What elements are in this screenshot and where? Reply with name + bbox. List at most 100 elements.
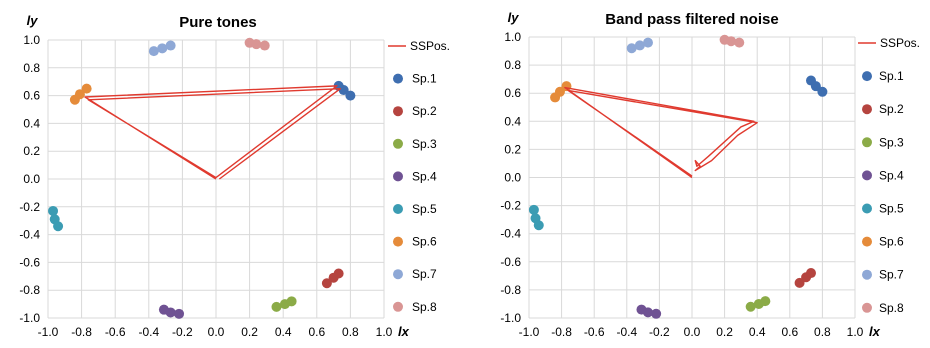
y-tick-label: 1.0 [23, 33, 40, 47]
y-tick-label: -0.8 [19, 283, 40, 297]
legend-label: Sp.5 [412, 202, 437, 216]
legend-label: Sp.3 [412, 137, 437, 151]
data-point [321, 278, 332, 289]
y-tick-label: -0.4 [19, 228, 40, 242]
y-tick-label: 0.8 [504, 58, 521, 72]
x-tick-label: -0.6 [584, 325, 605, 339]
data-point [165, 307, 176, 318]
x-tick-label: 0.0 [684, 325, 701, 339]
legend-label: Sp.3 [879, 135, 904, 149]
data-point [74, 89, 85, 100]
data-point [81, 83, 92, 94]
data-point [760, 296, 771, 307]
legend: SSPos. Sp.1 Sp.2 Sp.3 Sp.4 Sp.5 Sp.6 Sp.7 Sp.8 [858, 36, 920, 315]
data-point [345, 90, 356, 101]
x-tick-label: 0.4 [749, 325, 766, 339]
y-tick-label: 0.2 [23, 144, 40, 158]
x-axis-label: lx [869, 324, 881, 339]
legend-marker [393, 204, 403, 214]
data-point [745, 301, 756, 312]
legend-label: Sp.8 [879, 301, 904, 315]
legend-label: SSPos. [410, 39, 450, 53]
legend-marker [393, 236, 403, 247]
data-point [338, 85, 349, 96]
x-tick-label: 0.8 [814, 325, 831, 339]
legend-label: Sp.8 [412, 300, 437, 314]
legend-label: Sp.2 [412, 104, 437, 118]
chart-title: Pure tones [179, 14, 257, 31]
legend-label: Sp.7 [879, 268, 904, 282]
legend-label: Sp.5 [879, 202, 904, 216]
legend-label: Sp.4 [412, 169, 437, 183]
x-tick-label: -1.0 [38, 325, 59, 339]
x-axis-label: lx [398, 324, 410, 339]
chart-panel-2: -1.0 -0.8 -0.6 -0.4 -0.2 0.0 0.2 0.4 0.6 0.8 1.0 1.… [500, 10, 920, 339]
data-point [561, 81, 572, 92]
legend-label: Sp.1 [879, 69, 904, 83]
data-point [533, 220, 544, 231]
data-point [634, 40, 645, 51]
x-tick-label: -1.0 [519, 325, 540, 339]
y-tick-label: 0.6 [504, 86, 521, 100]
chart-panel-1: -1.0 -0.8 -0.6 -0.4 -0.2 0.0 0.2 0.4 0.6 0.8 1.0 1.… [19, 13, 450, 339]
data-point [271, 301, 282, 312]
legend-label: Sp.2 [879, 102, 904, 116]
data-point [528, 204, 539, 215]
legend-marker [862, 170, 872, 181]
y-axis-label: ly [27, 13, 39, 28]
legend-marker [862, 104, 872, 115]
series-line-sspos [564, 86, 758, 179]
data-point [817, 86, 828, 97]
legend-marker [862, 236, 872, 247]
data-point [626, 43, 637, 54]
x-tick-label: 0.4 [275, 325, 292, 339]
x-tick-label: -0.8 [551, 325, 572, 339]
legend-label: Sp.6 [412, 235, 437, 249]
data-point [726, 36, 737, 47]
data-point [251, 39, 262, 50]
legend-marker [393, 269, 403, 280]
y-tick-label: -0.2 [19, 200, 40, 214]
legend-marker [862, 71, 872, 82]
x-tick-label: 0.6 [308, 325, 325, 339]
y-tick-label: 0.0 [23, 172, 40, 186]
y-tick-label: -1.0 [500, 311, 521, 325]
x-tick-label: -0.8 [71, 325, 92, 339]
y-tick-label: 0.2 [504, 142, 521, 156]
y-tick-label: 1.0 [504, 30, 521, 44]
data-point [53, 221, 64, 232]
data-point [259, 40, 270, 51]
legend-marker [393, 171, 403, 182]
legend-marker [862, 269, 872, 280]
legend-marker [393, 106, 403, 117]
y-tick-label: -0.6 [500, 255, 521, 269]
data-point [554, 86, 565, 97]
x-tick-label: -0.4 [138, 325, 159, 339]
y-tick-label: 0.6 [23, 89, 40, 103]
y-axis-label: ly [508, 10, 520, 25]
y-tick-label: -0.6 [19, 255, 40, 269]
y-tick-label: 0.8 [23, 61, 40, 75]
legend-label: Sp.4 [879, 168, 904, 182]
legend-label: Sp.1 [412, 72, 437, 86]
data-point [810, 81, 821, 92]
y-tick-label: -1.0 [19, 311, 40, 325]
x-tick-label: 0.8 [342, 325, 359, 339]
data-point [642, 37, 653, 48]
x-tick-label: 1.0 [376, 325, 393, 339]
x-tick-label: 0.6 [781, 325, 798, 339]
legend-marker [862, 203, 872, 214]
y-tick-label: 0.4 [504, 114, 521, 128]
legend-label: Sp.7 [412, 267, 437, 281]
legend-marker [862, 302, 872, 313]
x-tick-label: 0.2 [716, 325, 733, 339]
legend-label: Sp.6 [879, 235, 904, 249]
x-tick-label: -0.2 [172, 325, 193, 339]
data-point [651, 308, 662, 319]
legend-label: SSPos. [880, 36, 920, 50]
data-point [157, 43, 168, 54]
legend-marker [393, 138, 403, 149]
data-point [48, 205, 59, 216]
data-point [794, 277, 805, 288]
